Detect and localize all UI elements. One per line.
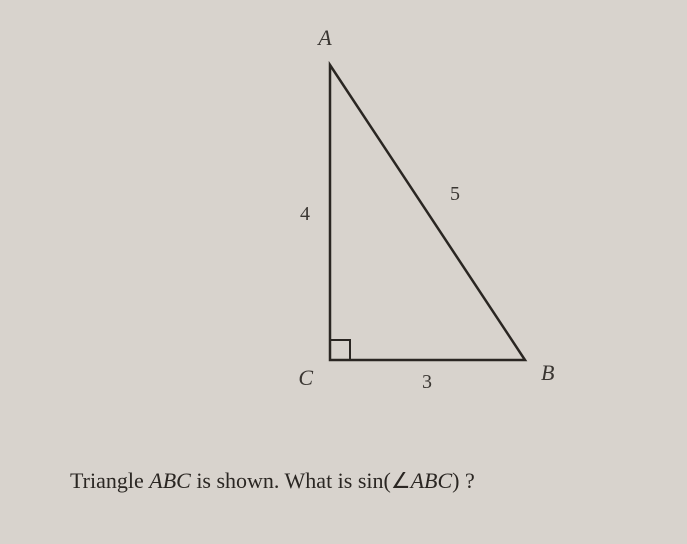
triangle-svg: A B C 4 5 3 (235, 20, 555, 420)
close-paren: ) (452, 468, 459, 493)
vertex-label-c: C (298, 365, 313, 390)
question-suffix: ? (460, 468, 475, 493)
triangle-diagram: A B C 4 5 3 (235, 20, 555, 420)
question-triangle-name: ABC (149, 468, 191, 493)
vertex-label-a: A (316, 25, 332, 50)
question-func: sin (358, 468, 384, 493)
angle-symbol: ∠ (391, 468, 411, 493)
side-label-ab: 5 (450, 183, 460, 205)
question-text: Triangle ABC is shown. What is sin(∠ABC)… (70, 468, 475, 494)
side-label-ac: 4 (300, 203, 310, 225)
open-paren: ( (384, 468, 391, 493)
vertex-label-b: B (541, 360, 554, 385)
question-prefix: Triangle (70, 468, 149, 493)
right-angle-marker (330, 340, 350, 360)
question-angle-name: ABC (411, 468, 453, 493)
question-middle: is shown. What is (191, 468, 358, 493)
triangle-shape (330, 65, 525, 360)
side-label-cb: 3 (422, 371, 432, 393)
